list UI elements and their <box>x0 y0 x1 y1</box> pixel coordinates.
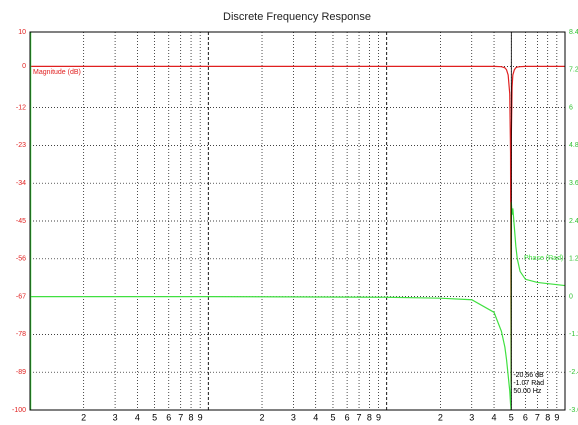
series-line <box>30 65 565 383</box>
series-label: Magnitude (dB) <box>33 69 81 76</box>
x-tick-label: 6 <box>523 412 528 422</box>
y-tick-label: -34 <box>16 180 26 187</box>
x-tick-label: 9 <box>554 412 559 422</box>
x-tick-label: 5 <box>330 412 335 422</box>
y2-tick-label: 4.8 <box>569 142 578 149</box>
cursor-label: 50.00 Hz <box>513 388 542 395</box>
x-tick-label: 5 <box>152 412 157 422</box>
plot-frame <box>29 31 566 411</box>
x-tick-label: 2 <box>260 412 265 422</box>
y2-tick-label: 7.2 <box>569 67 578 74</box>
y-tick-label: -45 <box>16 218 26 225</box>
x-tick-label: 7 <box>535 412 540 422</box>
y2-tick-label: 0 <box>569 293 573 300</box>
x-tick-label: 2 <box>81 412 86 422</box>
y-tick-label: -78 <box>16 331 26 338</box>
y2-tick-label: 2.4 <box>569 218 578 225</box>
x-tick-label: 8 <box>367 412 372 422</box>
y-tick-label: -89 <box>16 369 26 376</box>
x-tick-label: 7 <box>178 412 183 422</box>
y2-tick-label: -1.2 <box>569 331 578 338</box>
x-tick-label: 6 <box>166 412 171 422</box>
x-tick-label: 9 <box>376 412 381 422</box>
series-line <box>30 202 566 411</box>
y2-tick-label: 8.4 <box>569 29 578 36</box>
x-tick-label: 8 <box>189 412 194 422</box>
x-tick-label: 8 <box>545 412 550 422</box>
y-tick-label: -23 <box>16 142 26 149</box>
x-tick-label: 3 <box>469 412 474 422</box>
y2-tick-label: 1.2 <box>569 256 578 263</box>
y-tick-label: 10 <box>18 29 26 36</box>
x-tick-label: 9 <box>198 412 203 422</box>
chart-title: Discrete Frequency Response <box>223 11 371 23</box>
y-tick-label: -56 <box>16 256 26 263</box>
y-tick-label: -100 <box>12 407 26 414</box>
cursor-label: -20.56 dB <box>513 372 544 379</box>
x-tick-label: 4 <box>135 412 140 422</box>
x-tick-label: 6 <box>345 412 350 422</box>
y2-tick-label: 3.6 <box>569 180 578 187</box>
x-tick-label: 7 <box>357 412 362 422</box>
y-tick-label: -12 <box>16 104 26 111</box>
y2-tick-label: -3.6 <box>569 407 578 414</box>
x-tick-label: 4 <box>313 412 318 422</box>
x-tick-label: 2 <box>438 412 443 422</box>
y-tick-label: 0 <box>22 63 26 70</box>
x-tick-label: 5 <box>509 412 514 422</box>
series-label: Phase (Rad) <box>524 255 563 262</box>
x-tick-label: 4 <box>492 412 497 422</box>
y2-tick-label: 6 <box>569 104 573 111</box>
y2-tick-label: -2.4 <box>569 369 578 376</box>
y-tick-label: -67 <box>16 293 26 300</box>
x-tick-label: 3 <box>291 412 296 422</box>
cursor-label: -1.07 Rad <box>513 380 544 387</box>
x-tick-label: 3 <box>113 412 118 422</box>
